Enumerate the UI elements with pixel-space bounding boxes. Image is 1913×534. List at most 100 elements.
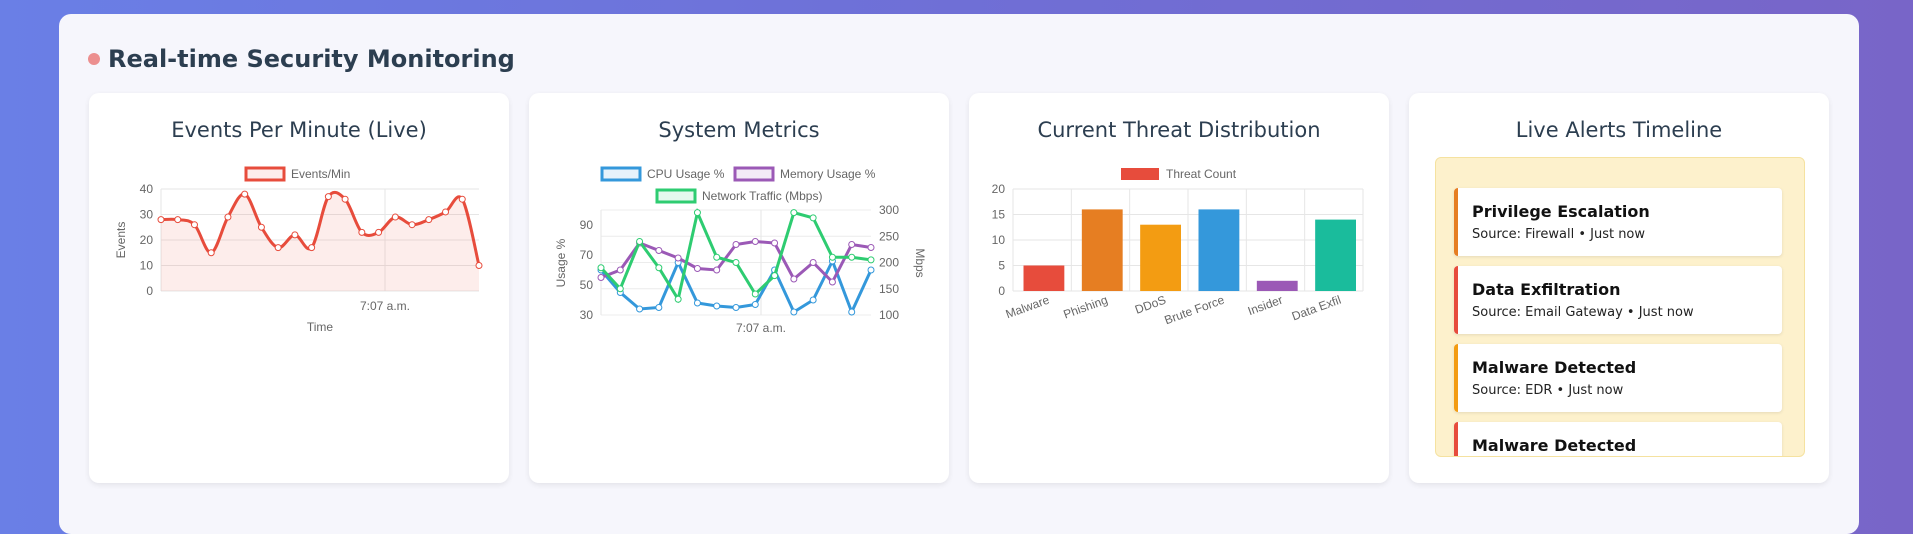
y2-tick-label: 150 [879, 282, 899, 296]
threat-distribution-card: Current Threat Distribution Threat Count… [969, 93, 1389, 483]
alert-severity-bar [1454, 344, 1458, 412]
data-point [324, 193, 332, 201]
data-point [241, 190, 249, 198]
y-tick-label: 10 [140, 259, 154, 273]
data-point [391, 213, 399, 221]
data-point [790, 209, 798, 217]
data-point [174, 216, 182, 224]
data-point [207, 249, 215, 257]
alert-item[interactable]: Data Exfiltration Source: Email Gateway … [1454, 266, 1782, 334]
alert-title: Malware Detected [1472, 436, 1637, 455]
alert-title: Malware Detected [1472, 358, 1637, 377]
data-point [713, 253, 721, 261]
data-point [358, 228, 366, 236]
y-tick-label: 90 [580, 218, 594, 232]
data-point [848, 241, 856, 248]
x-tick-label: 7:07 a.m. [360, 299, 410, 313]
alert-title: Data Exfiltration [1472, 280, 1621, 299]
data-point [616, 266, 624, 274]
data-point [867, 244, 875, 251]
data-point [693, 265, 701, 272]
bar [1256, 280, 1298, 291]
y2-tick-label: 250 [879, 229, 899, 243]
data-point [597, 274, 605, 281]
bar [1315, 219, 1356, 291]
data-point [308, 244, 316, 252]
legend-label: Memory Usage % [780, 167, 876, 181]
alert-severity-bar [1454, 422, 1458, 456]
alert-item[interactable]: Privilege Escalation Source: Firewall • … [1454, 188, 1782, 256]
y2-tick-label: 100 [879, 308, 899, 322]
data-point [713, 302, 721, 310]
y2-tick-label: 200 [879, 256, 899, 270]
y-tick-label: 0 [998, 284, 1005, 298]
data-point [693, 209, 701, 217]
legend-swatch [1121, 168, 1159, 180]
card-title: Events Per Minute (Live) [171, 118, 427, 142]
data-point [616, 285, 624, 293]
data-point [751, 290, 759, 298]
data-point [790, 308, 798, 316]
events-per-minute-card: Events Per Minute (Live) Events/Min 0 10 20… [89, 93, 509, 483]
data-point [224, 213, 232, 221]
alerts-timeline[interactable]: Privilege Escalation Source: Firewall • … [1435, 157, 1805, 457]
data-point [341, 195, 349, 203]
legend-swatch [655, 188, 697, 204]
system-metrics-chart: CPU Usage % Memory Usage % Network Traffic… [554, 166, 927, 335]
data-point [713, 266, 721, 274]
alert-source: Source: EDR • Just now [1472, 383, 1624, 398]
data-point [848, 308, 856, 316]
data-point [257, 223, 265, 231]
alert-severity-bar [1454, 188, 1458, 256]
legend-label: Events/Min [291, 167, 350, 181]
data-point [157, 216, 165, 224]
series-area [161, 192, 479, 291]
y-tick-label: 5 [998, 259, 1005, 273]
page-header: Real-time Security Monitoring [88, 42, 515, 76]
data-point [458, 195, 466, 203]
y-tick-label: 10 [992, 233, 1006, 247]
x-tick-label: Data Exfil [1290, 293, 1343, 324]
data-point [375, 228, 383, 236]
data-point [425, 216, 433, 224]
data-point [751, 301, 759, 308]
legend-swatch [600, 166, 642, 182]
legend-swatch [733, 166, 775, 182]
legend-label: CPU Usage % [647, 167, 725, 181]
y-axis-label: Events [114, 222, 128, 259]
data-point [655, 304, 663, 311]
x-tick-label: Phishing [1061, 293, 1109, 322]
alert-source: Source: Email Gateway • Just now [1472, 305, 1694, 320]
alert-item[interactable]: Malware Detected [1454, 422, 1782, 456]
bar [1198, 209, 1240, 291]
card-title: Current Threat Distribution [1037, 118, 1321, 142]
data-point [475, 262, 483, 269]
alert-severity-bar [1454, 266, 1458, 334]
x-tick-label: Brute Force [1162, 293, 1226, 328]
data-point [674, 254, 682, 262]
data-point [771, 239, 779, 247]
live-alerts-card: Live Alerts Timeline Privilege Escalatio… [1409, 93, 1829, 483]
data-point [190, 221, 198, 229]
y-tick-label: 0 [146, 284, 153, 298]
y-tick-label: 30 [580, 308, 594, 322]
data-point [828, 253, 836, 261]
y-tick-label: 70 [580, 248, 594, 262]
system-metrics-card: System Metrics CPU Usage % Memory Usage %… [529, 93, 949, 483]
y2-tick-label: 300 [879, 203, 899, 217]
y-axis-label: Usage % [554, 238, 568, 287]
legend-swatch [244, 166, 286, 182]
data-point [636, 238, 644, 245]
bar [1081, 209, 1123, 291]
alert-title: Privilege Escalation [1472, 202, 1650, 221]
data-point [655, 264, 663, 272]
data-point [809, 296, 817, 304]
alert-source: Source: Firewall • Just now [1472, 227, 1646, 242]
data-point [828, 278, 836, 286]
y-tick-label: 20 [992, 182, 1006, 196]
x-tick-label: 7:07 a.m. [736, 321, 786, 335]
data-point [809, 259, 817, 266]
alert-item[interactable]: Malware Detected Source: EDR • Just now [1454, 344, 1782, 412]
data-point [867, 256, 875, 264]
